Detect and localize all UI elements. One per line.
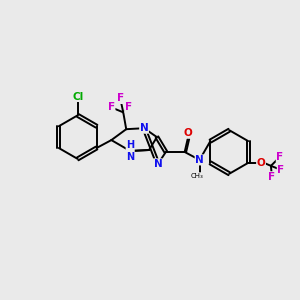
Text: F: F <box>117 94 124 103</box>
Text: N: N <box>195 155 204 165</box>
Text: F: F <box>124 102 132 112</box>
Text: O: O <box>256 158 266 168</box>
Text: Cl: Cl <box>72 92 83 101</box>
Text: O: O <box>183 128 192 138</box>
Text: F: F <box>277 165 284 175</box>
Text: F: F <box>108 102 115 112</box>
Text: CH₃: CH₃ <box>190 173 203 179</box>
Text: N: N <box>154 159 162 169</box>
Text: F: F <box>268 172 275 182</box>
Text: F: F <box>276 152 284 162</box>
Text: H
N: H N <box>126 140 134 162</box>
Text: N: N <box>140 123 148 133</box>
